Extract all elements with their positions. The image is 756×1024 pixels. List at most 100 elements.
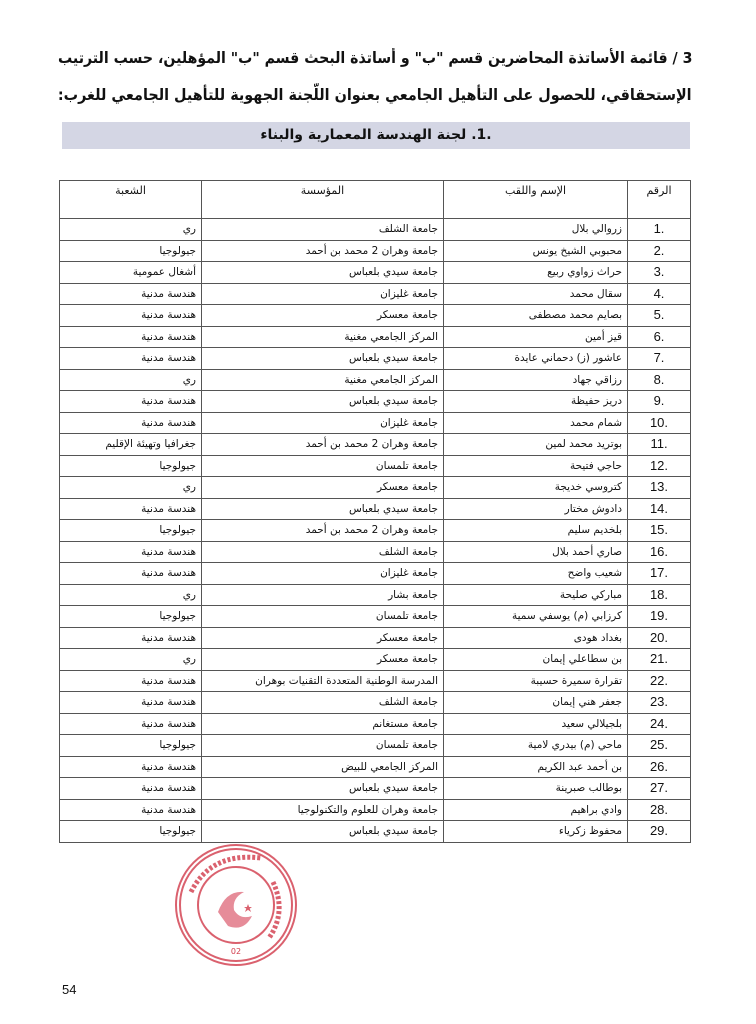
institution: جامعة سيدي بلعباس [348,352,438,365]
branch: ري [182,223,196,236]
candidate-name: بلجيلالي سعيد [561,717,622,730]
branch: هندسة مدنية [141,782,196,795]
row-number-cell: .24 [627,712,691,735]
candidate-name-cell: بن سطاعلي إيمان [443,648,628,671]
branch: هندسة مدنية [141,760,196,773]
candidate-name-cell: مباركي صليحة [443,583,628,606]
branch-cell: ري [59,476,202,499]
table-header-row: الرقم الإسم واللقب المؤسسة الشعبة [59,180,691,219]
candidate-name-cell: دادوش مختار [443,497,628,520]
table-row: .28 وادي براهيم جامعة وهران للعلوم والتكنو… [59,798,691,821]
row-number: .10 [649,414,669,430]
branch: ري [182,653,196,666]
row-number: .16 [649,543,669,559]
branch-cell: هندسة مدنية [59,798,202,821]
institution-cell: المركز الجامعي مغنية [201,368,444,391]
institution: جامعة معسكر [377,631,438,644]
candidate-name-cell: كتروسي خديجة [443,476,628,499]
institution-cell: جامعة وهران 2 محمد بن أحمد [201,433,444,456]
branch: هندسة مدنية [141,545,196,558]
candidate-name: بصايم محمد مصطفى [528,309,622,322]
table-row: .4 سقال محمد جامعة غليزان هندسة مدنية [59,282,691,305]
table-row: .11 بوتريد محمد لمين جامعة وهران 2 محمد بن… [59,433,691,456]
table-row: .29 محفوظ زكرياء جامعة سيدي بلعباس جيولوجيا [59,820,691,843]
branch-cell: هندسة مدنية [59,712,202,735]
candidate-name-cell: جعفر هني إيمان [443,691,628,714]
branch-cell: جيولوجيا [59,734,202,757]
row-number-cell: .17 [627,562,691,585]
branch: هندسة مدنية [141,330,196,343]
row-number-cell: .21 [627,648,691,671]
candidate-name-cell: شعيب واضح [443,562,628,585]
institution: المركز الجامعي مغنية [344,373,438,386]
institution-cell: جامعة تلمسان [201,605,444,628]
institution: جامعة وهران 2 محمد بن أحمد [305,244,438,257]
branch: جيولوجيا [159,459,196,472]
candidate-name-cell: بغداد هودى [443,626,628,649]
branch-cell: جيولوجيا [59,519,202,542]
row-number-cell: .6 [627,325,691,348]
table-row: .10 شمام محمد جامعة غليزان هندسة مدنية [59,411,691,434]
row-number-cell: .10 [627,411,691,434]
header-num: الرقم [627,180,691,219]
branch-cell: هندسة مدنية [59,304,202,327]
row-number-cell: .11 [627,433,691,456]
page-number: 54 [62,982,77,997]
row-number-cell: .13 [627,476,691,499]
candidate-name: عاشور (ز) دحماني عايدة [514,352,622,365]
row-number-cell: .20 [627,626,691,649]
row-number: .25 [649,737,669,753]
candidate-name: مباركي صليحة [559,588,622,601]
institution: جامعة تلمسان [375,459,438,472]
row-number-cell: .3 [627,261,691,284]
candidate-name-cell: بصايم محمد مصطفى [443,304,628,327]
candidate-name: حاجي فتيحة [569,459,622,472]
institution: جامعة سيدي بلعباس [348,502,438,515]
institution: جامعة سيدي بلعباس [348,782,438,795]
candidate-name-cell: قيز أمين [443,325,628,348]
branch: هندسة مدنية [141,674,196,687]
row-number: .2 [653,242,665,258]
row-number: .20 [649,629,669,645]
row-number: .22 [649,672,669,688]
candidate-name: جعفر هني إيمان [552,696,622,709]
branch: هندسة مدنية [141,309,196,322]
table-row: .19 كرزابي (م) يوسفي سمية جامعة تلمسان جيول… [59,605,691,628]
candidate-name: محفوظ زكرياء [558,825,622,838]
heading-line-2: الإستحقاقي، للحصول على التأهيل الجامعي ب… [58,86,692,104]
row-number-cell: .19 [627,605,691,628]
institution: المدرسة الوطنية المتعددة التقنيات بوهران [255,674,438,687]
institution-cell: جامعة سيدي بلعباس [201,497,444,520]
candidate-name: بلخديم سليم [567,524,622,537]
institution-cell: جامعة الشلف [201,540,444,563]
candidate-name: دادوش مختار [564,502,622,515]
table-row: .7 عاشور (ز) دحماني عايدة جامعة سيدي بلعبا… [59,347,691,370]
candidate-name-cell: بوطالب صبرينة [443,777,628,800]
branch-cell: هندسة مدنية [59,347,202,370]
branch: ري [182,481,196,494]
candidate-name: رزاقي جهاد [572,373,622,386]
table-row: .23 جعفر هني إيمان جامعة الشلف هندسة مدنية [59,691,691,714]
branch-cell: ري [59,583,202,606]
row-number: .14 [649,500,669,516]
institution: جامعة سيدي بلعباس [348,395,438,408]
candidate-name: وادي براهيم [570,803,622,816]
branch-cell: هندسة مدنية [59,282,202,305]
branch: هندسة مدنية [141,502,196,515]
institution-cell: جامعة سيدي بلعباس [201,390,444,413]
institution-cell: جامعة سيدي بلعباس [201,820,444,843]
branch-cell: هندسة مدنية [59,497,202,520]
institution: جامعة غليزان [380,287,438,300]
candidate-name: بوطالب صبرينة [555,782,622,795]
branch-cell: جيولوجيا [59,239,202,262]
candidate-name-cell: بن أحمد عبد الكريم [443,755,628,778]
candidate-name: كتروسي خديجة [554,481,622,494]
row-number-cell: .15 [627,519,691,542]
row-number: .3 [653,264,665,280]
table-row: .25 ماحي (م) بيدري لامية جامعة تلمسان جيولو… [59,734,691,757]
candidate-name-cell: حراث زواوي ربيع [443,261,628,284]
table-row: .26 بن أحمد عبد الكريم المركز الجامعي للبي… [59,755,691,778]
table-row: .9 دريز حفيظة جامعة سيدي بلعباس هندسة مدنية [59,390,691,413]
branch-cell: هندسة مدنية [59,669,202,692]
row-number-cell: .2 [627,239,691,262]
